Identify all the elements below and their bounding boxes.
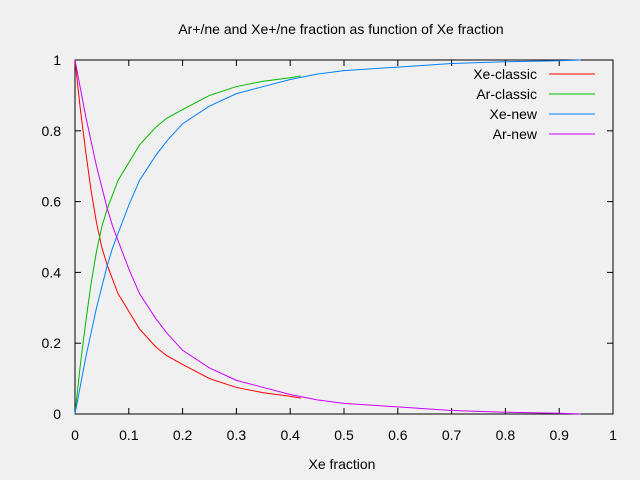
series-lines xyxy=(74,59,581,415)
x-tick-label: 0.5 xyxy=(334,427,354,443)
axis-ticks: 0 0.1 0.2 0.3 0.4 0.5 0.6 0.7 0.8 0.9 1 0 0.2 0.4 0.6 0… xyxy=(42,52,618,443)
x-tick-label: 0.1 xyxy=(119,427,139,443)
series-line-ar-new xyxy=(74,59,581,415)
y-tick-label: 0.2 xyxy=(42,335,62,351)
y-tick-label: 1 xyxy=(53,52,61,68)
legend: Xe-classic Ar-classic Xe-new Ar-new xyxy=(473,66,595,142)
x-tick-label: 0.9 xyxy=(549,427,569,443)
chart-title: Ar+/ne and Xe+/ne fraction as function o… xyxy=(178,21,503,37)
series-line-xe-classic xyxy=(74,59,302,399)
x-tick-label: 1 xyxy=(609,427,617,443)
series-line-xe-new xyxy=(74,59,581,415)
y-tick-label: 0.4 xyxy=(42,264,62,280)
y-tick-label: 0 xyxy=(53,406,61,422)
y-tick-label: 0.8 xyxy=(42,123,62,139)
x-tick-label: 0.2 xyxy=(173,427,193,443)
x-tick-label: 0.4 xyxy=(280,427,300,443)
legend-label-xe-classic: Xe-classic xyxy=(473,66,537,82)
series-line-ar-classic xyxy=(74,75,302,415)
y-tick-label: 0.6 xyxy=(42,194,62,210)
legend-label-xe-new: Xe-new xyxy=(490,106,538,122)
x-tick-label: 0.7 xyxy=(442,427,462,443)
legend-label-ar-new: Ar-new xyxy=(493,126,538,142)
x-tick-label: 0.6 xyxy=(388,427,408,443)
x-tick-label: 0 xyxy=(71,427,79,443)
x-tick-label: 0.8 xyxy=(496,427,516,443)
legend-label-ar-classic: Ar-classic xyxy=(476,86,537,102)
x-axis-label: Xe fraction xyxy=(309,456,376,472)
x-tick-label: 0.3 xyxy=(227,427,247,443)
